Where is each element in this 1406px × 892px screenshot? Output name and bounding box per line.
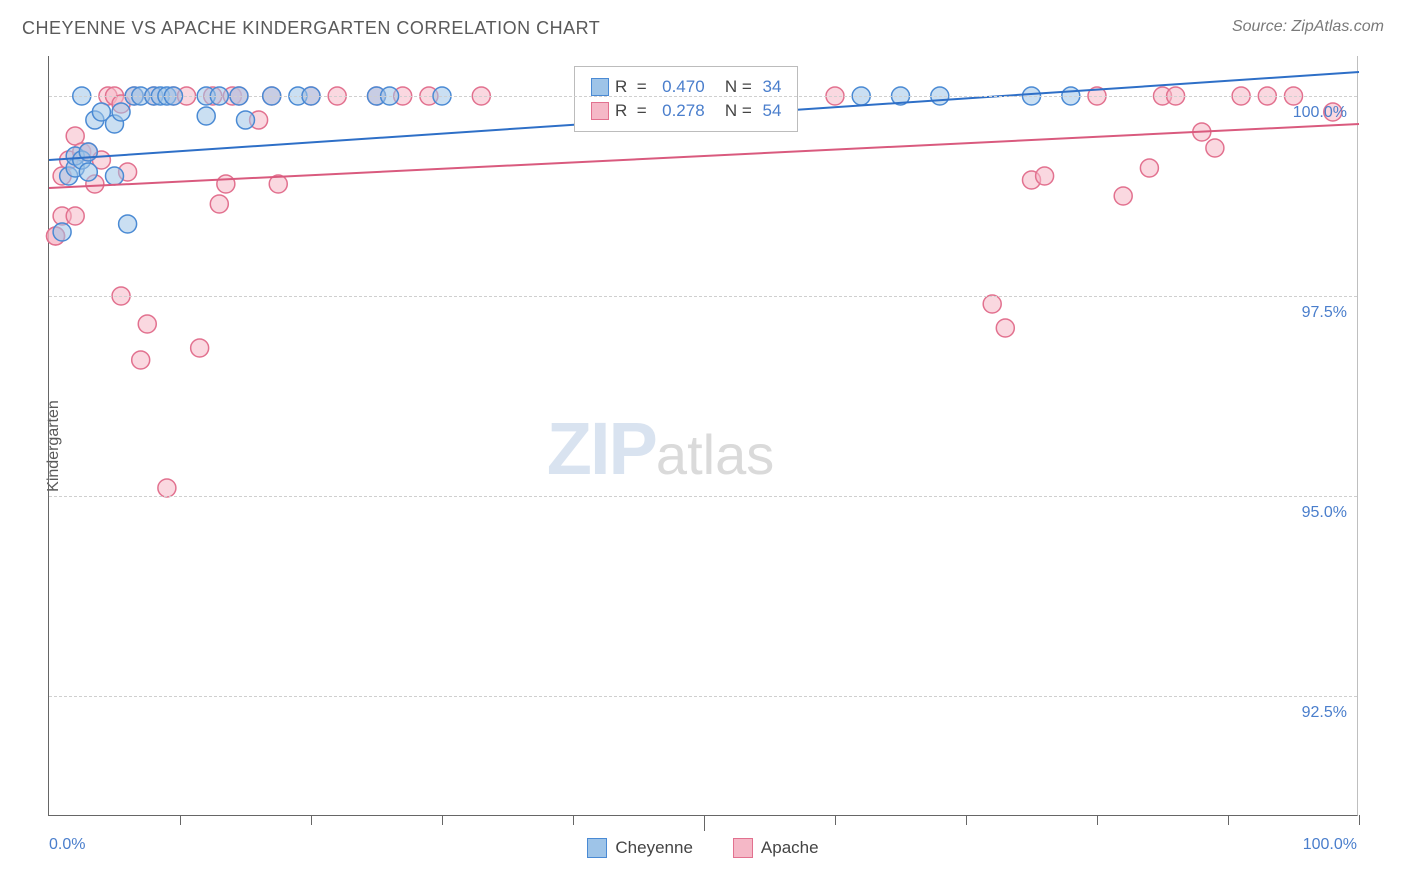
y-tick-label: 100.0% xyxy=(1293,104,1347,122)
r-value: 0.470 xyxy=(662,77,705,97)
r-value: 0.278 xyxy=(662,101,705,121)
data-point xyxy=(66,207,84,225)
data-point xyxy=(983,295,1001,313)
data-point xyxy=(53,223,71,241)
gridline xyxy=(49,696,1357,697)
x-tick xyxy=(966,815,967,825)
y-tick-label: 95.0% xyxy=(1302,504,1347,522)
data-point xyxy=(132,351,150,369)
x-tick xyxy=(1228,815,1229,825)
legend-stats-box: R = 0.470 N = 34R = 0.278 N = 54 xyxy=(574,66,798,132)
bottom-legend-item: Apache xyxy=(733,838,819,858)
data-point xyxy=(217,175,235,193)
x-tick xyxy=(1359,815,1360,825)
gridline xyxy=(49,96,1357,97)
chart-svg xyxy=(49,56,1357,815)
x-tick xyxy=(573,815,574,825)
data-point xyxy=(210,195,228,213)
source-label: Source: ZipAtlas.com xyxy=(1232,18,1384,36)
y-tick-label: 92.5% xyxy=(1302,704,1347,722)
legend-swatch xyxy=(591,78,609,96)
chart-area: R = 0.470 N = 34R = 0.278 N = 54 ZIPatla… xyxy=(48,56,1358,816)
chart-title: CHEYENNE VS APACHE KINDERGARTEN CORRELAT… xyxy=(22,18,600,38)
data-point xyxy=(1140,159,1158,177)
x-tick-major xyxy=(704,815,705,831)
data-point xyxy=(106,167,124,185)
data-point xyxy=(1114,187,1132,205)
trend-line xyxy=(49,124,1359,188)
x-tick xyxy=(311,815,312,825)
gridline xyxy=(49,496,1357,497)
data-point xyxy=(237,111,255,129)
data-point xyxy=(191,339,209,357)
data-point xyxy=(996,319,1014,337)
legend-series-label: Apache xyxy=(761,838,819,858)
data-point xyxy=(158,479,176,497)
data-point xyxy=(119,215,137,233)
x-tick xyxy=(835,815,836,825)
data-point xyxy=(138,315,156,333)
bottom-legend: Cheyenne Apache xyxy=(0,838,1406,858)
n-value: 34 xyxy=(762,77,781,97)
x-tick xyxy=(1097,815,1098,825)
n-value: 54 xyxy=(762,101,781,121)
legend-swatch xyxy=(733,838,753,858)
legend-stats-row: R = 0.278 N = 54 xyxy=(591,99,781,123)
x-tick xyxy=(442,815,443,825)
gridline xyxy=(49,296,1357,297)
data-point xyxy=(1036,167,1054,185)
data-point xyxy=(197,107,215,125)
data-point xyxy=(1206,139,1224,157)
data-point xyxy=(112,103,130,121)
x-tick xyxy=(180,815,181,825)
bottom-legend-item: Cheyenne xyxy=(587,838,693,858)
legend-swatch xyxy=(587,838,607,858)
legend-swatch xyxy=(591,102,609,120)
y-tick-label: 97.5% xyxy=(1302,304,1347,322)
data-point xyxy=(79,163,97,181)
legend-series-label: Cheyenne xyxy=(615,838,693,858)
